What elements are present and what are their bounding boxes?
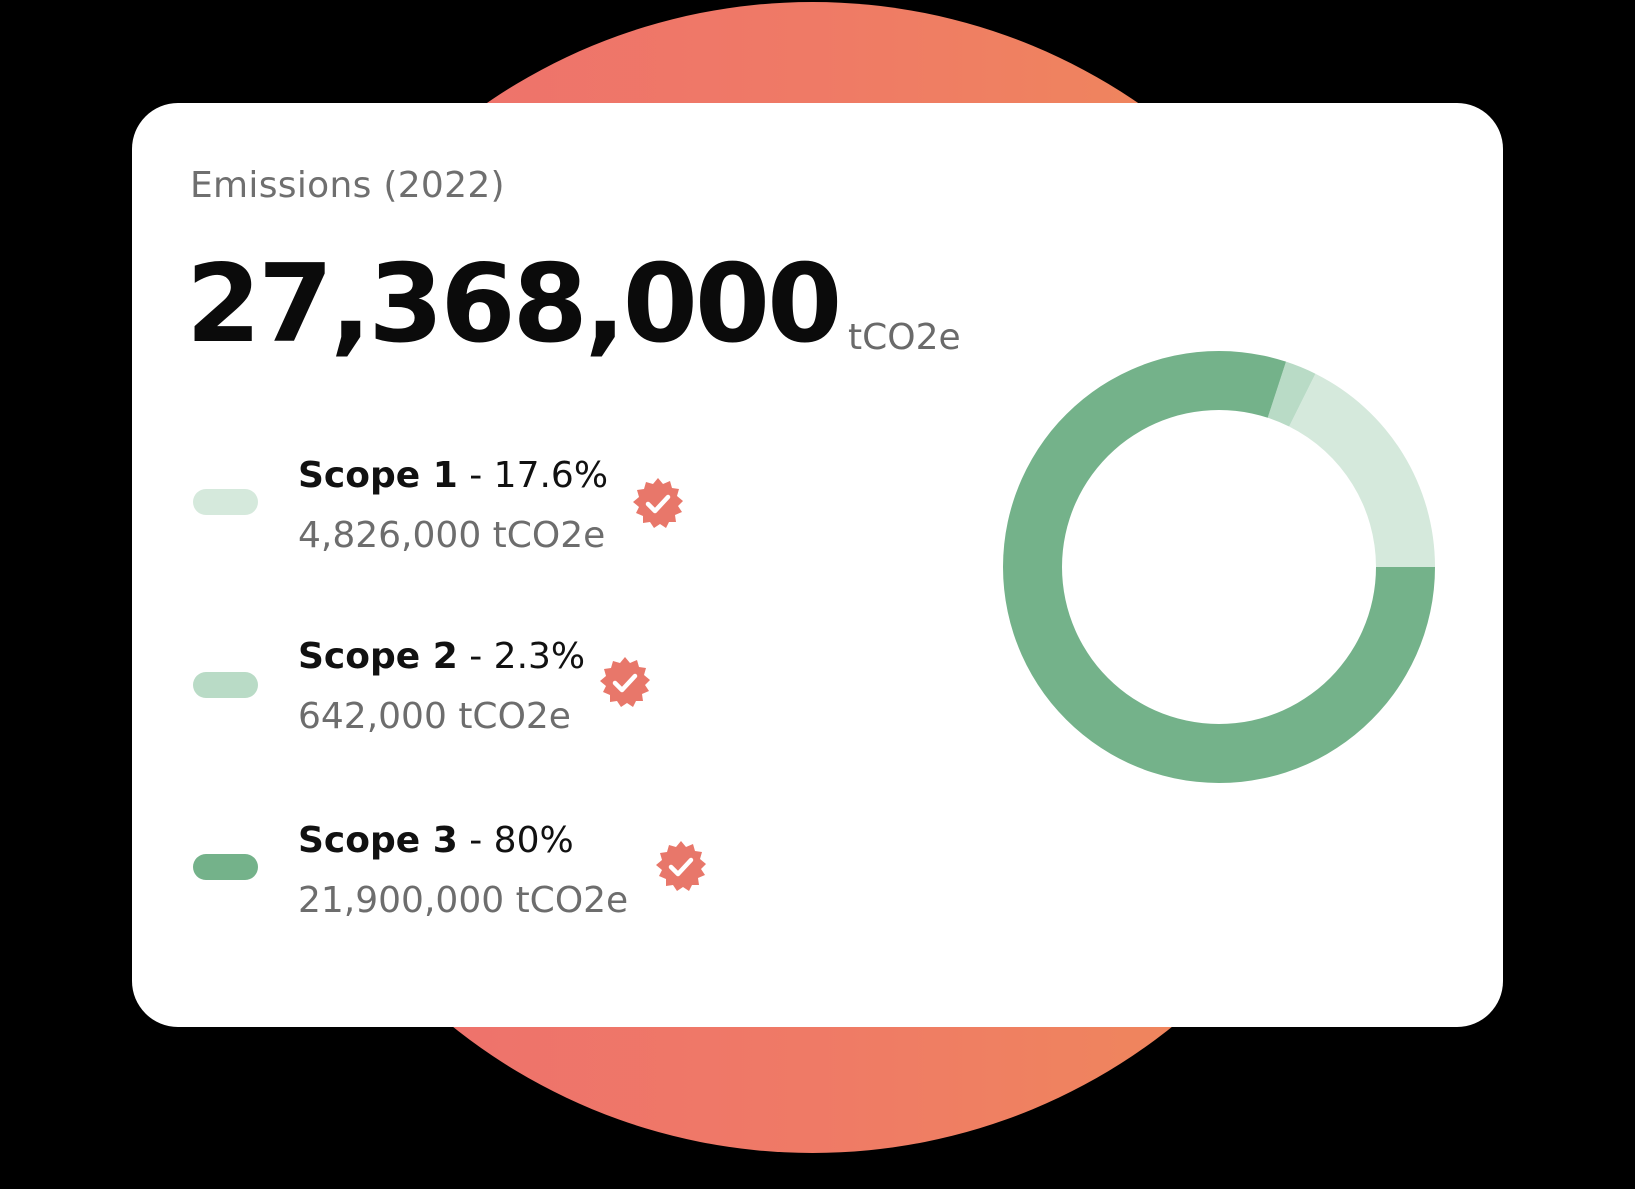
total-emissions-unit: tCO2e — [848, 317, 961, 358]
legend-swatch-scope-3 — [193, 854, 258, 880]
emissions-card: Emissions (2022) 27,368,000 tCO2e Scope … — [132, 103, 1503, 1027]
scope-value: 642,000 tCO2e — [298, 696, 571, 737]
donut-segment-scope-1 — [1289, 373, 1435, 567]
scope-title: Scope 2 - 2.3% — [298, 636, 586, 677]
legend-item-scope-1: Scope 1 - 17.6% 4,826,000 tCO2e — [193, 458, 833, 578]
scope-title: Scope 1 - 17.6% — [298, 455, 609, 496]
emissions-donut-chart — [1003, 351, 1435, 783]
card-title: Emissions (2022) — [190, 165, 505, 206]
legend-item-scope-3: Scope 3 - 80% 21,900,000 tCO2e — [193, 823, 833, 943]
verified-badge-icon — [633, 478, 683, 528]
legend-swatch-scope-2 — [193, 672, 258, 698]
total-emissions-value: 27,368,000 — [186, 242, 842, 367]
verified-badge-icon — [600, 657, 650, 707]
scope-value: 4,826,000 tCO2e — [298, 515, 606, 556]
legend-swatch-scope-1 — [193, 489, 258, 515]
scope-title: Scope 3 - 80% — [298, 820, 574, 861]
donut-segment-scope-2 — [1267, 361, 1316, 427]
legend-item-scope-2: Scope 2 - 2.3% 642,000 tCO2e — [193, 639, 833, 759]
verified-badge-icon — [656, 841, 706, 891]
scope-value: 21,900,000 tCO2e — [298, 880, 629, 921]
